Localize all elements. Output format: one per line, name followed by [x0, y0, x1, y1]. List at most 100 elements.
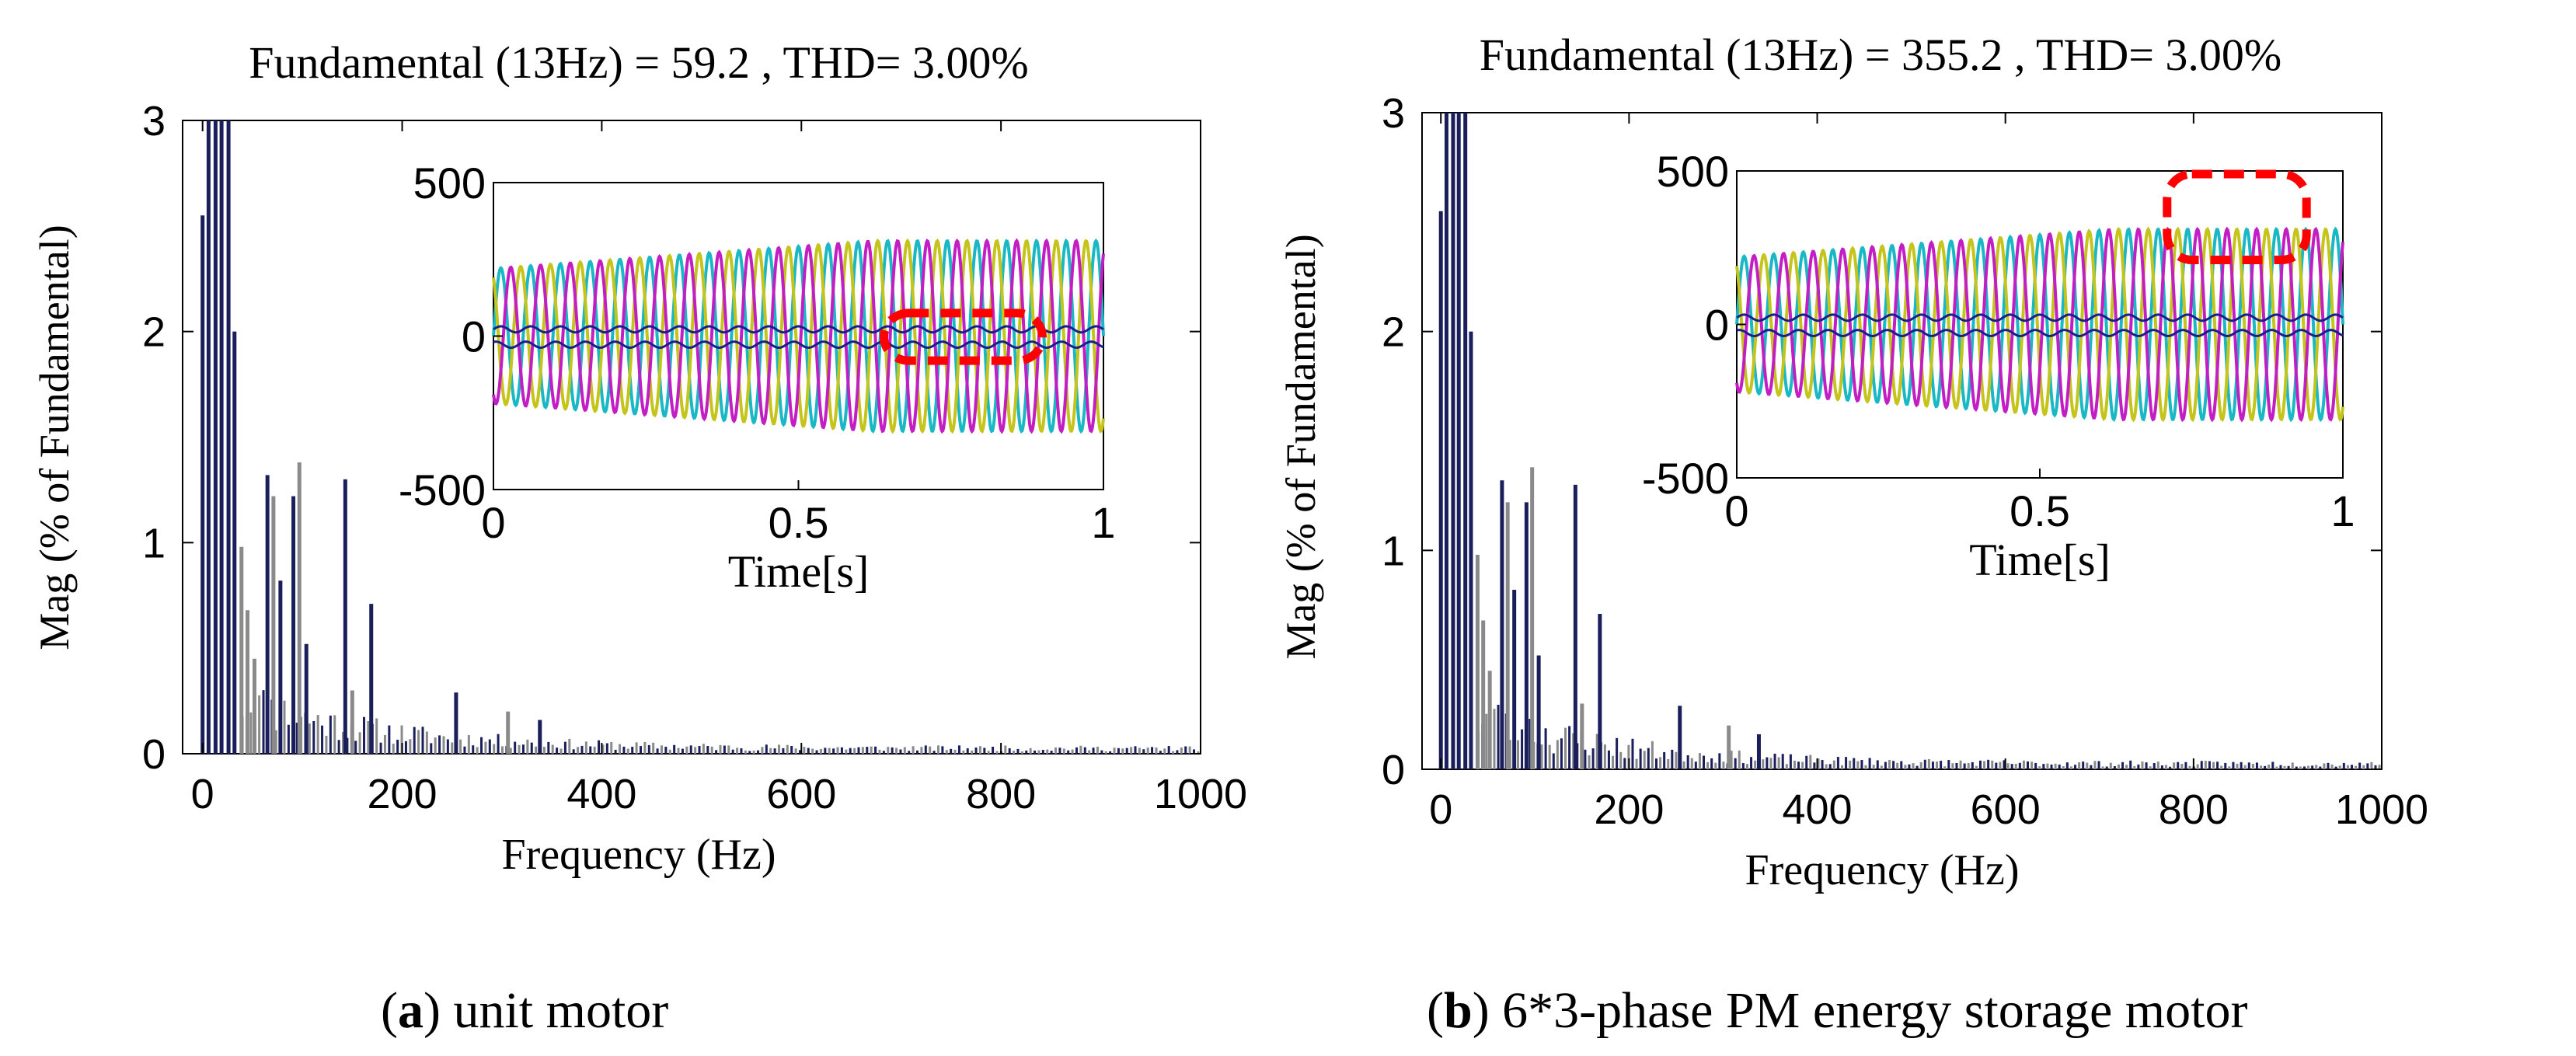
- spectrum-bar: [1987, 759, 1990, 769]
- spectrum-bar: [978, 746, 981, 754]
- spectrum-bar: [891, 747, 894, 754]
- spectrum-bar: [1703, 755, 1706, 769]
- spectrum-bar: [1995, 762, 1998, 769]
- spectrum-bar: [1963, 763, 1966, 769]
- spectrum-bar: [1663, 751, 1666, 769]
- spectrum-bar: [1572, 733, 1575, 769]
- spectrum-bar: [258, 695, 261, 754]
- spectrum-bar: [1193, 749, 1196, 754]
- caption-letter: a: [398, 982, 424, 1039]
- spectrum-bar: [790, 746, 793, 754]
- spectrum-bar: [953, 749, 957, 754]
- spectrum-bar: [1904, 765, 1907, 769]
- spectrum-bar: [425, 731, 428, 754]
- spectrum-bar: [325, 735, 328, 754]
- x-tick-label: 0: [1429, 786, 1452, 833]
- spectrum-bar: [1163, 748, 1166, 754]
- spectrum-bar: [2173, 762, 2176, 769]
- spectrum-bar: [358, 732, 361, 754]
- spectrum-bar: [2133, 765, 2136, 769]
- spectrum-bar: [2240, 762, 2243, 769]
- spectrum-bar: [1789, 754, 1792, 769]
- spectrum-bar: [1741, 763, 1745, 769]
- harmonic-bar: [1573, 484, 1577, 769]
- spectrum-bar: [480, 737, 483, 754]
- spectrum-bar: [413, 727, 416, 754]
- spectrum-bar: [1627, 744, 1630, 769]
- spectrum-bar: [903, 747, 906, 754]
- spectrum-bar: [1686, 755, 1689, 769]
- spectrum-bar: [773, 748, 776, 754]
- spectrum-bar: [1159, 751, 1162, 754]
- spectrum-bar: [521, 744, 525, 754]
- spectrum-bar: [488, 739, 491, 754]
- spectrum-bar: [262, 690, 265, 754]
- spectrum-bar: [1631, 738, 1634, 769]
- chart-title: Fundamental (13Hz) = 59.2 , THD= 3.00%: [249, 37, 1028, 88]
- spectrum-bar: [1654, 758, 1657, 769]
- spectrum-bar: [316, 715, 319, 754]
- spectrum-bar: [2141, 761, 2144, 769]
- spectrum-bar: [1971, 762, 1974, 769]
- spectrum-bar: [1647, 748, 1650, 769]
- spectrum-bar: [2236, 763, 2239, 769]
- spectrum-bar: [1951, 763, 1954, 769]
- spectrum-bar: [396, 739, 399, 754]
- spectrum-bar: [476, 747, 479, 754]
- spectrum-bar: [2271, 762, 2274, 769]
- inset-zero-line: [493, 340, 1104, 350]
- inset-x-tick-label: 1: [1091, 498, 1115, 547]
- spectrum-bar: [1639, 748, 1642, 769]
- spectrum-bar: [2125, 765, 2128, 769]
- spectrum-bar: [983, 748, 986, 754]
- spectrum-bar: [388, 725, 391, 754]
- harmonic-bar: [369, 604, 374, 754]
- spectrum-bar: [786, 744, 789, 754]
- spectrum-bar: [1836, 757, 1839, 769]
- spectrum-bar: [2315, 765, 2318, 769]
- spectrum-bar: [2200, 761, 2203, 769]
- caption-text: ) unit motor: [424, 982, 668, 1039]
- spectrum-bar: [1975, 765, 1978, 769]
- spectrum-bar: [1849, 760, 1852, 769]
- spectrum-bar: [2160, 765, 2163, 769]
- harmonic-bar: [1481, 620, 1486, 769]
- spectrum-bar: [1856, 761, 1860, 769]
- spectrum-bar: [640, 746, 642, 754]
- spectrum-bar: [1552, 753, 1555, 769]
- spectrum-bar: [2065, 762, 2069, 769]
- harmonic-bar: [1438, 211, 1443, 769]
- spectrum-bar: [748, 751, 751, 754]
- spectrum-bar: [1619, 751, 1623, 769]
- inset-y-tick-label: 500: [1657, 147, 1729, 196]
- spectrum-bar: [1591, 748, 1595, 769]
- spectrum-bar: [2362, 765, 2365, 769]
- spectrum-bar: [1817, 758, 1820, 769]
- spectrum-bar: [2283, 765, 2286, 769]
- spectrum-bar: [337, 740, 340, 754]
- spectrum-bar: [656, 748, 659, 754]
- spectrum-bar: [1643, 751, 1646, 769]
- spectrum-bar: [1151, 747, 1154, 754]
- spectrum-bar: [1766, 757, 1769, 769]
- spectrum-bar: [2169, 766, 2172, 769]
- spectrum-bar: [1801, 762, 1804, 769]
- spectrum-bar: [1915, 765, 1919, 769]
- spectrum-bar: [736, 748, 739, 754]
- spectrum-bar: [757, 750, 760, 754]
- spectrum-bar: [1745, 764, 1748, 769]
- caption-text: ) 6*3-phase PM energy storage motor: [1473, 982, 2248, 1039]
- spectrum-bar: [1096, 746, 1099, 754]
- spectrum-bar: [342, 731, 345, 754]
- spectrum-bar: [2264, 765, 2267, 769]
- spectrum-bar: [1548, 744, 1551, 769]
- spectrum-bar: [1809, 755, 1812, 769]
- harmonic-bar: [1505, 502, 1510, 769]
- harmonic-bar: [1524, 502, 1529, 769]
- spectrum-bar: [2358, 762, 2362, 769]
- spectrum-bar: [2042, 764, 2045, 769]
- spectrum-bar: [2291, 762, 2294, 769]
